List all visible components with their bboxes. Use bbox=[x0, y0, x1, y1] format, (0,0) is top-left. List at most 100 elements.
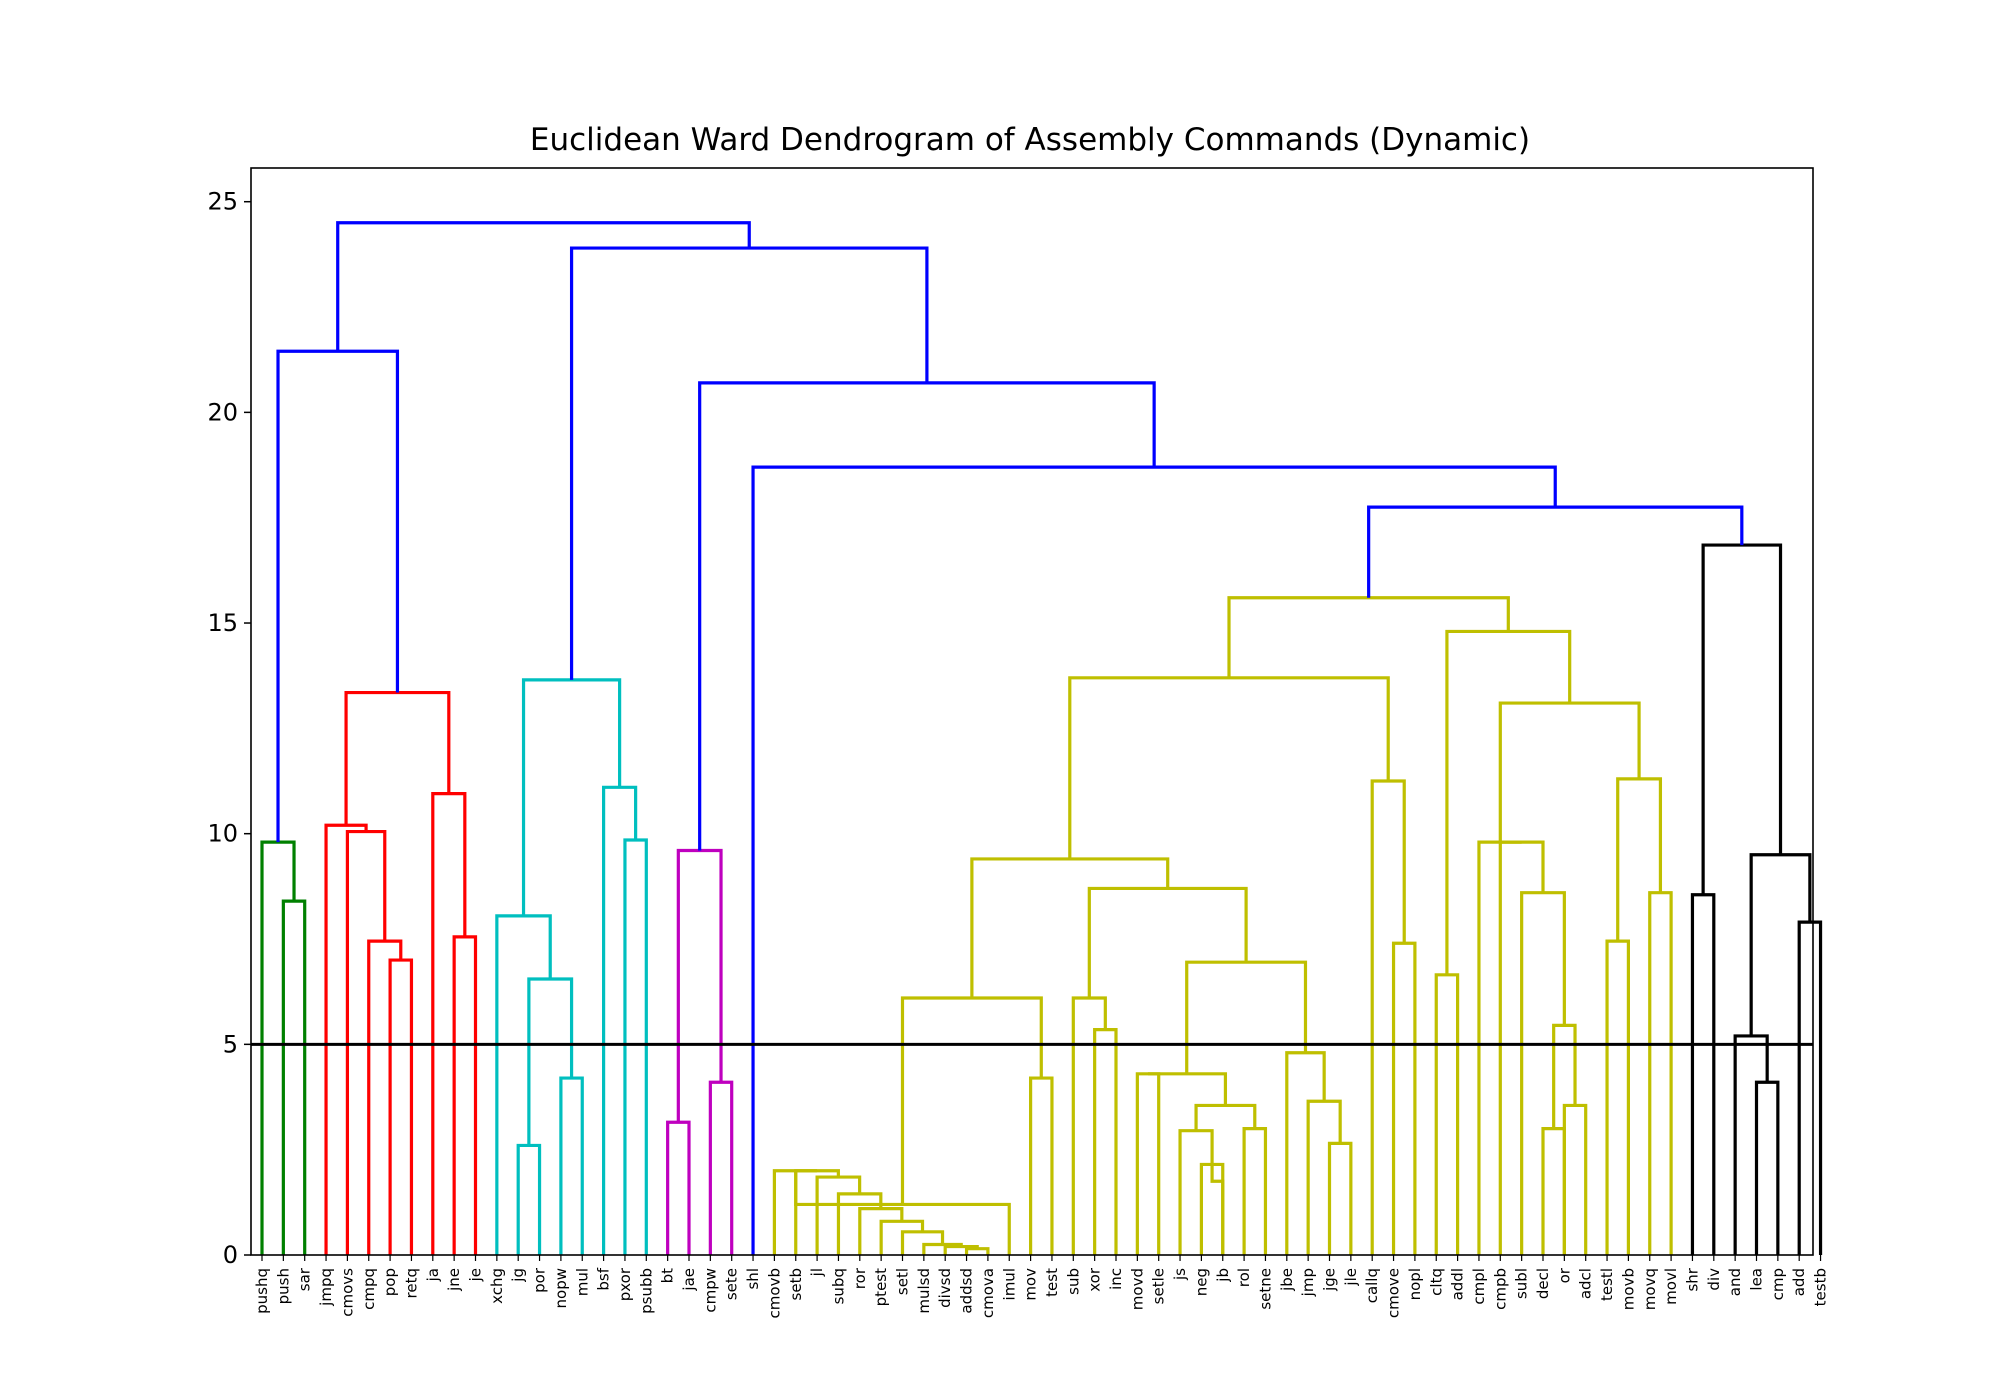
leaf-label: divsd bbox=[936, 1268, 954, 1308]
dendrogram-link bbox=[336, 221, 751, 352]
dendrogram-link bbox=[281, 899, 307, 1255]
dendrogram-links bbox=[260, 221, 1823, 1255]
x-axis: pushq push sar jmpq cmovs cmpq pop retq ja jne je x… bbox=[253, 1255, 1830, 1318]
leaf-label: cltq bbox=[1427, 1268, 1445, 1296]
leaf-label: push bbox=[274, 1268, 292, 1304]
dendrogram-link bbox=[1087, 886, 1248, 998]
dendrogram-link bbox=[1227, 596, 1510, 678]
dendrogram-link bbox=[1093, 1027, 1118, 1255]
leaf-label: ja bbox=[424, 1268, 442, 1282]
leaf-label: subq bbox=[829, 1268, 847, 1304]
leaf-label: addl bbox=[1449, 1268, 1467, 1300]
dendrogram-link bbox=[1733, 1034, 1769, 1255]
leaf-label: por bbox=[531, 1267, 549, 1293]
leaf-label: jae bbox=[680, 1268, 698, 1292]
leaf-label: cmovs bbox=[338, 1268, 356, 1317]
leaf-label: jne bbox=[445, 1268, 463, 1292]
leaf-label: nopl bbox=[1406, 1268, 1424, 1300]
dendrogram-link bbox=[569, 246, 929, 680]
leaf-label: movq bbox=[1641, 1268, 1659, 1310]
dendrogram-link bbox=[1391, 941, 1417, 1255]
leaf-label: jg bbox=[509, 1268, 527, 1283]
dendrogram-link bbox=[815, 1175, 862, 1255]
dendrogram-link bbox=[676, 848, 723, 1123]
leaf-label: neg bbox=[1192, 1268, 1210, 1296]
dendrogram-link bbox=[521, 678, 622, 916]
leaf-label: ror bbox=[851, 1267, 869, 1289]
leaf-label: ptest bbox=[872, 1268, 890, 1306]
leaf-label: or bbox=[1555, 1267, 1573, 1283]
dendrogram-link bbox=[666, 1120, 691, 1255]
dendrogram-link bbox=[452, 935, 478, 1255]
leaf-label: setb bbox=[787, 1268, 805, 1300]
dendrogram-link bbox=[367, 939, 403, 1255]
leaf-label: test bbox=[1043, 1268, 1061, 1297]
leaf-label: div bbox=[1705, 1268, 1723, 1291]
leaf-label: lea bbox=[1748, 1268, 1766, 1291]
dendrogram-link bbox=[1178, 1129, 1214, 1255]
leaf-label: cmovb bbox=[765, 1268, 783, 1318]
leaf-label: sar bbox=[296, 1267, 314, 1291]
dendrogram-link bbox=[1690, 893, 1716, 1255]
leaf-label: psubb bbox=[637, 1268, 655, 1314]
dendrogram-link bbox=[1701, 543, 1783, 895]
leaf-label: mulsd bbox=[915, 1268, 933, 1314]
leaf-label: setne bbox=[1256, 1268, 1274, 1310]
leaf-label: rol bbox=[1235, 1268, 1253, 1287]
dendrogram-link bbox=[1370, 779, 1406, 1255]
dendrogram-link bbox=[276, 349, 400, 843]
dendrogram-link bbox=[772, 1169, 818, 1255]
y-tick-label: 20 bbox=[207, 398, 238, 426]
leaf-label: imul bbox=[1000, 1268, 1018, 1300]
leaf-label: add bbox=[1790, 1268, 1808, 1296]
dendrogram-link bbox=[1562, 1103, 1588, 1255]
dendrogram-link bbox=[943, 1244, 979, 1255]
leaf-label: sete bbox=[723, 1268, 741, 1300]
dendrogram-link bbox=[1194, 1103, 1257, 1131]
leaf-label: movl bbox=[1662, 1268, 1680, 1305]
dendrogram-link bbox=[1797, 920, 1823, 1255]
leaf-label: jmp bbox=[1299, 1268, 1317, 1297]
chart-title: Euclidean Ward Dendrogram of Assembly Co… bbox=[530, 122, 1530, 158]
dendrogram-link bbox=[1242, 1127, 1268, 1255]
leaf-label: xor bbox=[1086, 1267, 1104, 1292]
leaf-label: bsf bbox=[595, 1267, 613, 1290]
leaf-label: subl bbox=[1513, 1268, 1531, 1299]
leaf-label: je bbox=[467, 1268, 485, 1282]
leaf-label: pxor bbox=[616, 1267, 634, 1301]
dendrogram-link bbox=[836, 1192, 883, 1255]
y-tick-label: 10 bbox=[207, 820, 238, 848]
dendrogram-link bbox=[1210, 1164, 1225, 1255]
leaf-label: pushq bbox=[253, 1268, 271, 1314]
y-tick-label: 5 bbox=[223, 1030, 238, 1058]
dendrogram-link bbox=[1498, 701, 1641, 843]
leaf-label: jbe bbox=[1278, 1268, 1296, 1292]
dendrogram-link bbox=[900, 1230, 945, 1255]
dendrogram-link bbox=[1135, 1072, 1161, 1255]
leaf-label: bt bbox=[659, 1268, 677, 1284]
leaf-label: xchg bbox=[488, 1268, 506, 1304]
dendrogram-link bbox=[388, 958, 414, 1255]
dendrogram-link bbox=[1068, 676, 1390, 859]
dendrogram-link bbox=[324, 823, 368, 1255]
leaf-label: cmpw bbox=[701, 1268, 719, 1313]
dendrogram-link bbox=[495, 914, 552, 1255]
leaf-label: addsd bbox=[958, 1268, 976, 1314]
dendrogram-link bbox=[708, 1080, 734, 1255]
dendrogram-link bbox=[1541, 1127, 1566, 1255]
leaf-label: jle bbox=[1342, 1268, 1360, 1287]
leaf-label: adcl bbox=[1577, 1268, 1595, 1299]
dendrogram-link bbox=[751, 465, 1557, 1255]
leaf-label: setl bbox=[894, 1268, 912, 1295]
leaf-label: decl bbox=[1534, 1268, 1552, 1299]
leaf-label: mul bbox=[573, 1268, 591, 1296]
dendrogram-link bbox=[602, 785, 638, 1255]
leaf-label: shl bbox=[744, 1268, 762, 1290]
dendrogram-link bbox=[970, 857, 1170, 998]
dendrogram-link bbox=[1029, 1076, 1054, 1255]
leaf-label: retq bbox=[402, 1268, 420, 1298]
leaf-label: testb bbox=[1812, 1268, 1830, 1306]
dendrogram-link bbox=[559, 1076, 584, 1255]
dendrogram-link bbox=[1285, 1051, 1326, 1255]
dendrogram-link bbox=[1754, 1080, 1780, 1255]
